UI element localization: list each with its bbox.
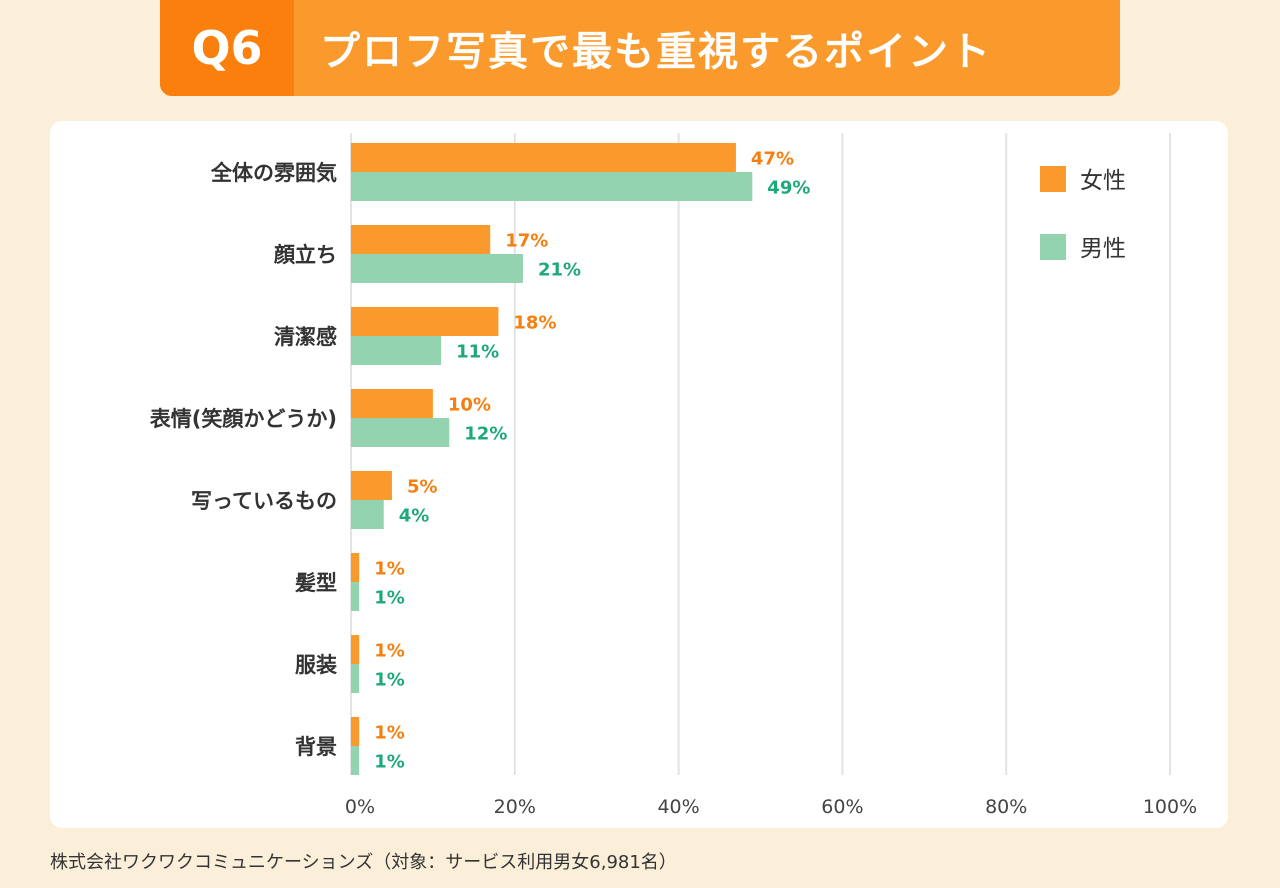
- x-tick-label: 40%: [657, 796, 699, 818]
- bar-male: [351, 418, 450, 447]
- bar-female: [351, 635, 360, 664]
- data-label: 17%: [505, 231, 548, 252]
- x-tick-label: 20%: [494, 796, 536, 818]
- data-label: 5%: [407, 477, 438, 498]
- data-label: 1%: [374, 559, 405, 580]
- data-label: 18%: [513, 313, 556, 334]
- chart-panel: [50, 121, 1228, 828]
- category-label: 背景: [295, 735, 337, 759]
- source-note: 株式会社ワクワクコミュニケーションズ（対象：サービス利用男女6,981名）: [50, 852, 677, 873]
- bar-female: [351, 553, 360, 582]
- category-label: 顔立ち: [273, 243, 337, 267]
- x-tick-label: 60%: [821, 796, 863, 818]
- data-label: 1%: [374, 752, 405, 773]
- bar-female: [351, 143, 736, 172]
- category-label: 髪型: [294, 571, 337, 595]
- bar-male: [351, 746, 360, 775]
- bar-female: [351, 307, 499, 336]
- data-label: 4%: [399, 506, 430, 527]
- category-label: 服装: [295, 653, 337, 677]
- bar-male: [351, 582, 360, 611]
- data-label: 49%: [767, 178, 810, 199]
- chart-title: プロフ写真で最も重視するポイント: [320, 29, 992, 75]
- question-number: Q6: [160, 0, 294, 96]
- data-label: 1%: [374, 641, 405, 662]
- legend-swatch-male: [1040, 234, 1066, 260]
- bar-female: [351, 225, 491, 254]
- bar-male: [351, 336, 442, 365]
- category-label: 写っているもの: [191, 489, 337, 513]
- data-label: 1%: [374, 670, 405, 691]
- bar-male: [351, 254, 523, 283]
- title-banner: Q6 プロフ写真で最も重視するポイント: [160, 0, 1120, 96]
- bar-male: [351, 664, 360, 693]
- legend-swatch-female: [1040, 166, 1066, 192]
- data-label: 1%: [374, 723, 405, 744]
- data-label: 47%: [751, 149, 794, 170]
- legend-label: 男性: [1080, 236, 1126, 262]
- x-tick-label: 100%: [1143, 796, 1197, 818]
- data-label: 10%: [448, 395, 491, 416]
- data-label: 11%: [456, 342, 499, 363]
- x-tick-label: 80%: [985, 796, 1027, 818]
- x-tick-label: 0%: [345, 796, 375, 818]
- bar-female: [351, 471, 392, 500]
- bar-female: [351, 717, 360, 746]
- data-label: 1%: [374, 588, 405, 609]
- legend-label: 女性: [1080, 168, 1126, 194]
- bar-male: [351, 500, 384, 529]
- category-label: 清潔感: [274, 325, 337, 349]
- data-label: 12%: [464, 424, 507, 445]
- category-label: 表情(笑顔かどうか): [150, 407, 337, 431]
- bar-male: [351, 172, 753, 201]
- bar-female: [351, 389, 433, 418]
- category-label: 全体の雰囲気: [210, 161, 337, 185]
- data-label: 21%: [538, 260, 581, 281]
